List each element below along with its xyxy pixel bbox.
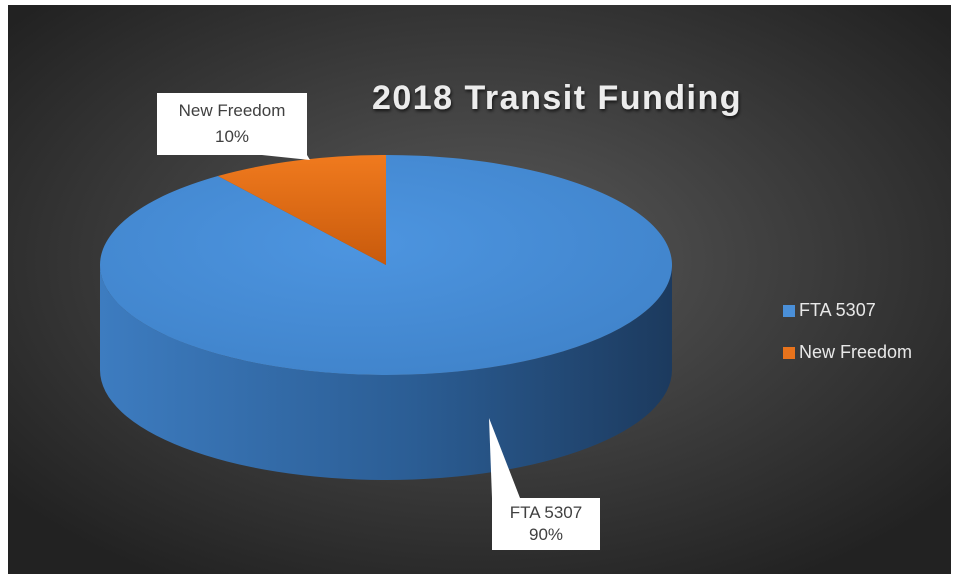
data-label: New Freedom 10%	[157, 93, 310, 160]
callout-pointer	[262, 155, 310, 160]
legend-label: FTA 5307	[799, 300, 876, 320]
pie-slice	[217, 155, 386, 265]
legend-swatch	[783, 305, 795, 317]
data-label-value: 10%	[215, 127, 249, 146]
data-label-category: New Freedom	[179, 101, 286, 120]
data-label: FTA 5307 90%	[489, 418, 600, 550]
data-label-value: 90%	[529, 525, 563, 544]
chart-title: 2018 Transit Funding	[372, 79, 742, 117]
legend-swatch	[783, 347, 795, 359]
callout-pointer	[489, 418, 520, 498]
data-label-category: FTA 5307	[510, 503, 582, 522]
callout-box	[157, 93, 307, 155]
callout-box	[492, 498, 600, 550]
legend-label: New Freedom	[799, 342, 912, 362]
pie-side	[100, 265, 672, 480]
